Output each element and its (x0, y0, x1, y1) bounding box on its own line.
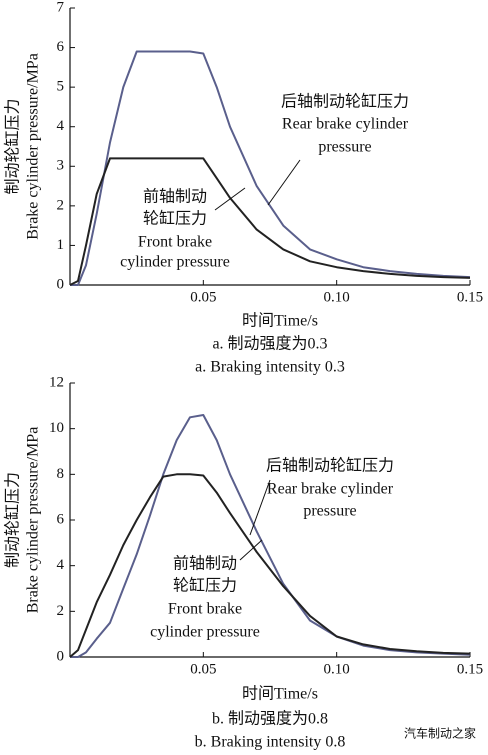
annotation: Front brake (168, 601, 242, 618)
annotation: 后轴制动轮缸压力 (281, 92, 409, 111)
x-tick-label: 0.05 (190, 661, 216, 677)
annotation: pressure (303, 503, 356, 520)
y-tick-label: 1 (57, 237, 65, 253)
y-axis-label: 制动轮缸压力 (3, 472, 22, 568)
y-axis-label: Brake cylinder pressure/MPa (25, 53, 42, 240)
y-tick-label: 0 (57, 648, 65, 664)
annotation: pressure (318, 139, 371, 156)
y-tick-label: 5 (57, 79, 65, 95)
y-tick-label: 4 (57, 118, 65, 134)
leader-line (239, 539, 263, 561)
annotation: 前轴制动 (143, 188, 207, 206)
x-tick-label: 0.10 (324, 289, 350, 305)
y-tick-label: 10 (49, 420, 64, 436)
annotation: cylinder pressure (150, 624, 260, 641)
caption: a. 制动强度为0.3 (212, 335, 327, 353)
x-tick-label: 0.10 (324, 661, 350, 677)
annotation: 轮缸压力 (143, 209, 207, 228)
x-tick-label: 0.15 (457, 661, 483, 677)
leader-line (214, 187, 246, 211)
annotation: 轮缸压力 (173, 576, 237, 595)
y-tick-label: 3 (57, 158, 65, 174)
y-tick-label: 8 (57, 466, 65, 482)
y-tick-label: 7 (57, 0, 65, 15)
caption: b. Braking intensity 0.8 (195, 734, 346, 751)
x-tick-label: 0.15 (457, 289, 483, 305)
caption: a. Braking intensity 0.3 (195, 359, 345, 376)
y-tick-label: 6 (57, 39, 65, 55)
annotation: Rear brake cylinder (267, 481, 394, 498)
leader-line (249, 479, 271, 536)
watermark: 汽车制动之家 (404, 726, 476, 741)
leader-line (267, 159, 301, 206)
y-axis-label: Brake cylinder pressure/MPa (25, 427, 42, 614)
y-tick-label: 6 (57, 511, 65, 527)
data-line (70, 414, 471, 658)
x-axis-label: 时间Time/s (242, 312, 318, 330)
annotation: Front brake (138, 234, 212, 251)
data-line (69, 473, 471, 658)
data-line (70, 50, 471, 286)
caption: b. 制动强度为0.8 (212, 710, 328, 728)
y-tick-label: 4 (57, 557, 65, 573)
annotation: Rear brake cylinder (282, 116, 409, 133)
y-tick-label: 2 (57, 197, 65, 213)
annotation: 前轴制动 (173, 555, 237, 573)
data-line (69, 157, 471, 286)
x-axis-label: 时间Time/s (242, 685, 318, 703)
y-tick-label: 12 (49, 374, 64, 390)
annotation: cylinder pressure (120, 254, 230, 271)
y-tick-label: 2 (57, 603, 65, 619)
x-tick-label: 0.05 (190, 289, 216, 305)
y-axis-label: 制动轮缸压力 (3, 98, 22, 194)
annotation: 后轴制动轮缸压力 (266, 456, 394, 475)
y-tick-label: 0 (57, 276, 65, 292)
